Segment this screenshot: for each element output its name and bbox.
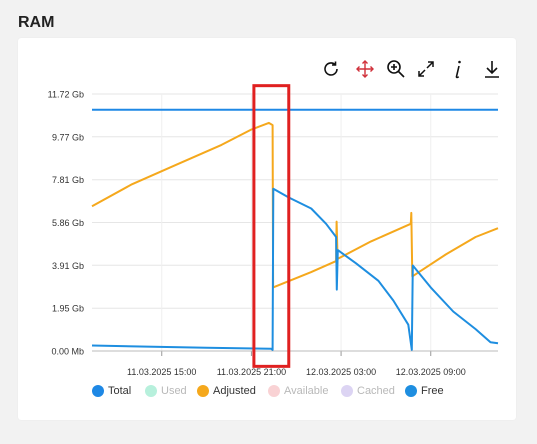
legend-adjusted[interactable]: Adjusted (197, 383, 256, 399)
download-icon (485, 61, 499, 78)
legend-cached-label: Cached (357, 385, 395, 397)
zoom-in-icon (387, 60, 405, 78)
legend-adjusted-label: Adjusted (213, 385, 256, 397)
move-arrows-icon (356, 60, 374, 78)
legend-free-label: Free (421, 385, 444, 397)
info-icon (455, 60, 461, 79)
legend-total-marker (92, 385, 104, 397)
chart-legend: Total Used Adjusted Available Cached Fre… (92, 383, 452, 399)
legend-used-label: Used (161, 385, 187, 397)
legend-available[interactable]: Available (268, 383, 328, 399)
legend-cached-marker (341, 385, 353, 397)
legend-total[interactable]: Total (92, 383, 131, 399)
legend-used-marker (145, 385, 157, 397)
legend-free-marker (405, 385, 417, 397)
fullscreen-button[interactable] (415, 58, 437, 80)
chart-card (18, 38, 516, 420)
zoom-button[interactable] (385, 58, 407, 80)
legend-available-label: Available (284, 385, 329, 397)
reset-zoom-button[interactable] (320, 58, 342, 80)
legend-adjusted-marker (197, 385, 209, 397)
legend-used[interactable]: Used (145, 383, 187, 399)
pan-button[interactable] (354, 58, 376, 80)
legend-available-marker (268, 385, 280, 397)
legend-total-label: Total (108, 385, 132, 397)
legend-free[interactable]: Free (405, 383, 444, 399)
legend-cached[interactable]: Cached (341, 383, 395, 399)
download-button[interactable] (481, 58, 503, 80)
page-title: RAM (18, 14, 55, 31)
expand-icon (418, 61, 434, 77)
chart-toolbar (318, 58, 508, 80)
info-button[interactable] (447, 58, 469, 80)
refresh-icon (324, 61, 338, 76)
